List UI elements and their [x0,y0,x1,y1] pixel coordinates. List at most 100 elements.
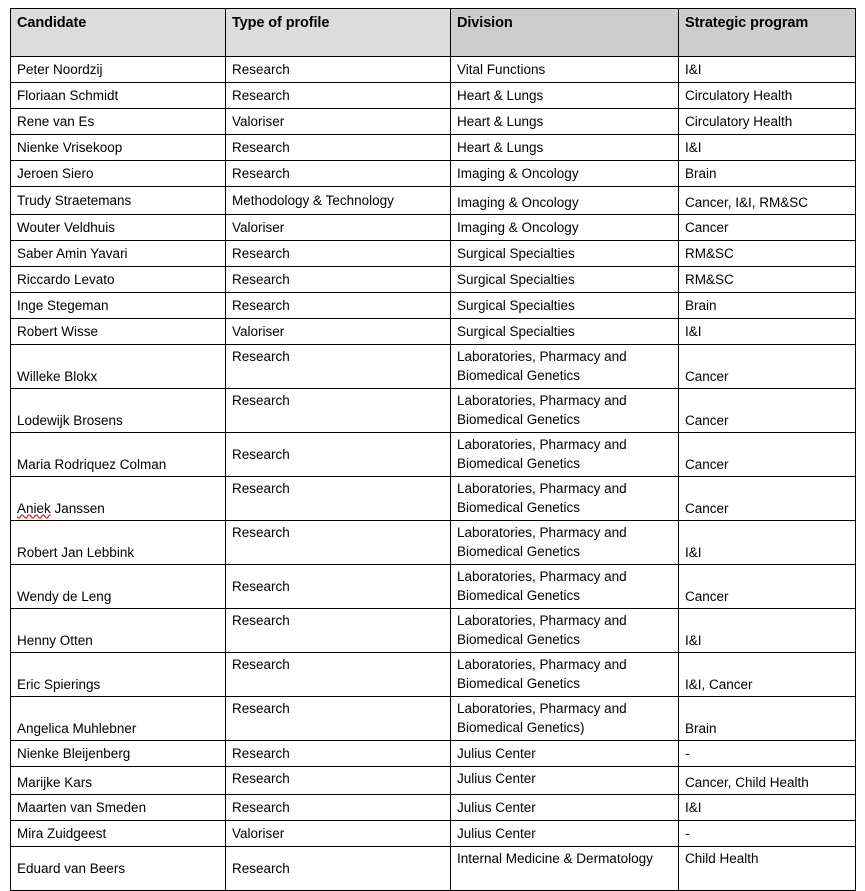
cell-division: Julius Center [450,740,679,767]
cell-text-program: RM&SC [685,271,734,287]
cell-text-program: Cancer [685,588,729,604]
cell-profile: Research [225,266,451,293]
cell-text-division: Surgical Specialties [457,323,575,339]
table-row: Mira Zuidgeest Valoriser Julius Center - [10,820,856,847]
cell-text-candidate: Saber Amin Yavari [17,245,128,261]
cell-profile: Methodology & Technology [225,186,451,215]
cell-division: Julius Center [450,766,679,795]
cell-text-division: Laboratories, Pharmacy and Biomedical Ge… [457,525,627,560]
cell-division: Surgical Specialties [450,266,679,293]
cell-program: Cancer [678,388,856,433]
cell-profile: Valoriser [225,318,451,345]
cell-division: Laboratories, Pharmacy and Biomedical Ge… [450,564,679,609]
cell-text-division: Surgical Specialties [457,271,575,287]
cell-text-division: Heart & Lungs [457,139,544,155]
cell-candidate: Lodewijk Brosens [10,388,226,433]
table-row: Nienke Bleijenberg Research Julius Center - [10,740,856,767]
cell-text-candidate: Eduard van Beers [17,860,126,876]
cell-text-program: I&I [685,799,702,815]
cell-text-profile: Valoriser [232,113,285,129]
cell-text-division: Laboratories, Pharmacy and Biomedical Ge… [457,613,627,648]
table-row: Jeroen Siero Research Imaging & Oncology Br… [10,160,856,187]
cell-text-division: Heart & Lungs [457,113,544,129]
cell-candidate: Wendy de Leng [10,564,226,609]
cell-division: Julius Center [450,794,679,821]
cell-text-program: I&I [685,139,702,155]
cell-program: Cancer [678,476,856,521]
cell-text-candidate: Maria Rodriquez Colman [17,456,167,472]
cell-candidate: Marijke Kars [10,766,226,795]
table-row: Maarten van Smeden Research Julius Center I… [10,794,856,821]
cell-candidate: Henny Otten [10,608,226,653]
cell-text-candidate: Robert Wisse [17,323,99,339]
cell-text-program: Brain [685,165,717,181]
cell-division: Laboratories, Pharmacy and Biomedical Ge… [450,520,679,565]
table-row: Eric Spierings Research Laboratories, Phar… [10,652,856,697]
cell-profile: Research [225,476,451,521]
cell-program: Brain [678,292,856,319]
cell-profile: Research [225,652,451,697]
column-header-candidate[interactable]: Candidate [10,8,226,57]
table-row: Aniek Janssen Research Laboratories, Pharm… [10,476,856,521]
cell-profile: Valoriser [225,820,451,847]
cell-text-division: Laboratories, Pharmacy and Biomedical Ge… [457,437,627,472]
cell-program: Cancer [678,564,856,609]
cell-text-profile: Research [232,701,290,716]
cell-candidate: Nienke Vrisekoop [10,134,226,161]
cell-division: Heart & Lungs [450,82,679,109]
cell-text-division: Julius Center [457,771,536,786]
cell-text-program: Cancer [685,219,729,235]
cell-division: Imaging & Oncology [450,214,679,241]
cell-candidate: Jeroen Siero [10,160,226,187]
cell-division: Imaging & Oncology [450,186,679,215]
cell-division: Laboratories, Pharmacy and Biomedical Ge… [450,696,679,741]
cell-text-profile: Research [232,245,290,261]
cell-text-candidate: Inge Stegeman [17,297,109,313]
cell-text-division: Julius Center [457,745,536,761]
table-row: Floriaan Schmidt Research Heart & Lungs Cir… [10,82,856,109]
column-header-type-of-profile[interactable]: Type of profile [225,8,451,57]
cell-division: Vital Functions [450,56,679,83]
cell-program: Cancer, I&I, RM&SC [678,186,856,215]
table-row: Trudy Straetemans Methodology & Technolog… [10,186,856,215]
cell-text-profile: Valoriser [232,219,285,235]
table-row: Maria Rodriquez Colman Research Laboratori… [10,432,856,477]
cell-profile: Research [225,432,451,477]
cell-text-candidate: Rene van Es [17,113,95,129]
cell-division: Laboratories, Pharmacy and Biomedical Ge… [450,388,679,433]
cell-candidate: Maria Rodriquez Colman [10,432,226,477]
table-row: Wendy de Leng Research Laboratories, Pharm… [10,564,856,609]
cell-program: I&I [678,56,856,83]
cell-candidate: Saber Amin Yavari [10,240,226,267]
table-row: Angelica Muhlebner Research Laboratories, … [10,696,856,741]
cell-division: Heart & Lungs [450,108,679,135]
cell-division: Laboratories, Pharmacy and Biomedical Ge… [450,344,679,389]
cell-candidate: Riccardo Levato [10,266,226,293]
cell-text-program: I&I [685,632,702,648]
table-row: Henny Otten Research Laboratories, Pharmac… [10,608,856,653]
cell-text-program: Circulatory Health [685,87,793,103]
table-row: Inge Stegeman Research Surgical Specialtie… [10,292,856,319]
column-header-division[interactable]: Division [450,8,679,57]
cell-program: Child Health [678,846,856,891]
cell-profile: Research [225,82,451,109]
table-row: Riccardo Levato Research Surgical Specialt… [10,266,856,293]
cell-program: Cancer, Child Health [678,766,856,795]
cell-text-division: Imaging & Oncology [457,219,579,235]
cell-text-division: Surgical Specialties [457,245,575,261]
cell-division: Julius Center [450,820,679,847]
table-header: Candidate Type of profile Division Strat… [10,8,856,57]
cell-text-candidate: Nienke Bleijenberg [17,745,131,761]
cell-text-profile: Research [232,771,290,786]
table-row: Willeke Blokx Research Laboratories, Pharm… [10,344,856,389]
cell-text-profile: Research [232,481,290,496]
cell-candidate: Peter Noordzij [10,56,226,83]
cell-text-candidate: Mira Zuidgeest [17,825,107,841]
column-header-strategic-program[interactable]: Strategic program [678,8,856,57]
cell-text-profile: Research [232,613,290,628]
candidate-overview-table: Candidate Type of profile Division Strat… [10,8,856,891]
cell-text-candidate: Willeke Blokx [17,368,98,384]
table-row: Wouter Veldhuis Valoriser Imaging & Oncolo… [10,214,856,241]
cell-profile: Valoriser [225,108,451,135]
cell-text-profile: Research [232,61,290,77]
